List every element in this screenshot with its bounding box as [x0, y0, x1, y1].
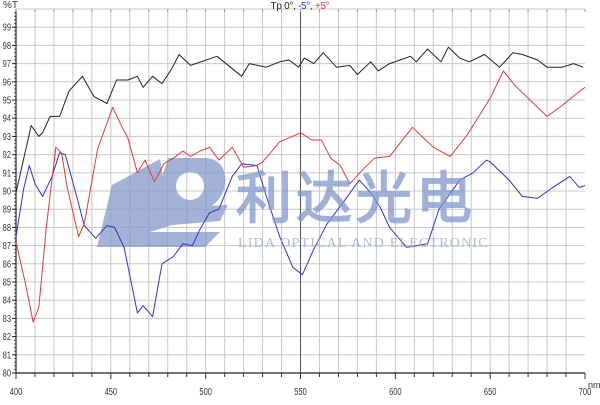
y-tick-label: 97 — [3, 58, 11, 69]
x-tick-label: 400 — [10, 386, 23, 397]
x-tick-label: 650 — [484, 386, 497, 397]
grid — [16, 8, 585, 373]
y-tick-label: 80 — [3, 367, 11, 378]
y-axis-label: %T — [3, 0, 18, 11]
x-tick-label: 550 — [294, 386, 307, 397]
y-tick-label: 84 — [3, 295, 11, 306]
watermark-logo — [97, 158, 228, 247]
x-tick-label: 500 — [199, 386, 212, 397]
series-line-0deg — [15, 46, 584, 193]
y-tick-label: 91 — [3, 167, 11, 178]
series-line-minus5deg — [15, 152, 586, 318]
y-tick-label: 81 — [3, 349, 11, 360]
y-tick-label: 96 — [3, 76, 11, 87]
x-tick-label: 600 — [389, 386, 402, 397]
title-part-0: Tp 0°, — [270, 1, 296, 12]
y-tick-label: 92 — [3, 149, 11, 160]
watermark-chinese: 利达光电 — [236, 167, 476, 232]
logo-d-shape — [150, 158, 226, 216]
axes: 80 81 82 83 84 85 86 87 88 89 90 91 92 93 94 95 96 97 98 99… — [3, 9, 592, 397]
y-tick-label: 95 — [3, 94, 11, 105]
title-part-1: -5°, — [295, 1, 313, 12]
y-tick-label: 93 — [3, 131, 11, 142]
x-tick-label: 700 — [579, 386, 592, 397]
y-tick-label: 82 — [3, 331, 11, 342]
y-tick-label: 90 — [3, 185, 11, 196]
y-tick-label: 83 — [3, 313, 11, 324]
y-tick-label: 88 — [3, 222, 11, 233]
y-tick-label: 86 — [3, 258, 11, 269]
y-tick-label: 94 — [3, 113, 11, 124]
chart-title: Tp 0°, -5°, +5° — [0, 1, 600, 12]
y-tick-label: 85 — [3, 276, 11, 287]
series-line-plus5deg — [15, 70, 586, 323]
y-tick-label: 98 — [3, 40, 11, 51]
y-tick-label: 87 — [3, 240, 11, 251]
y-tick-label: 99 — [3, 22, 11, 33]
x-tick-label: 450 — [105, 386, 118, 397]
title-part-2: +5° — [312, 1, 330, 12]
series-group — [15, 46, 586, 323]
y-tick-label: 89 — [3, 204, 11, 215]
watermark-english: LIDA OPTICAL AND ELECTRONIC — [238, 236, 489, 251]
x-axis-unit: nm — [588, 380, 600, 390]
